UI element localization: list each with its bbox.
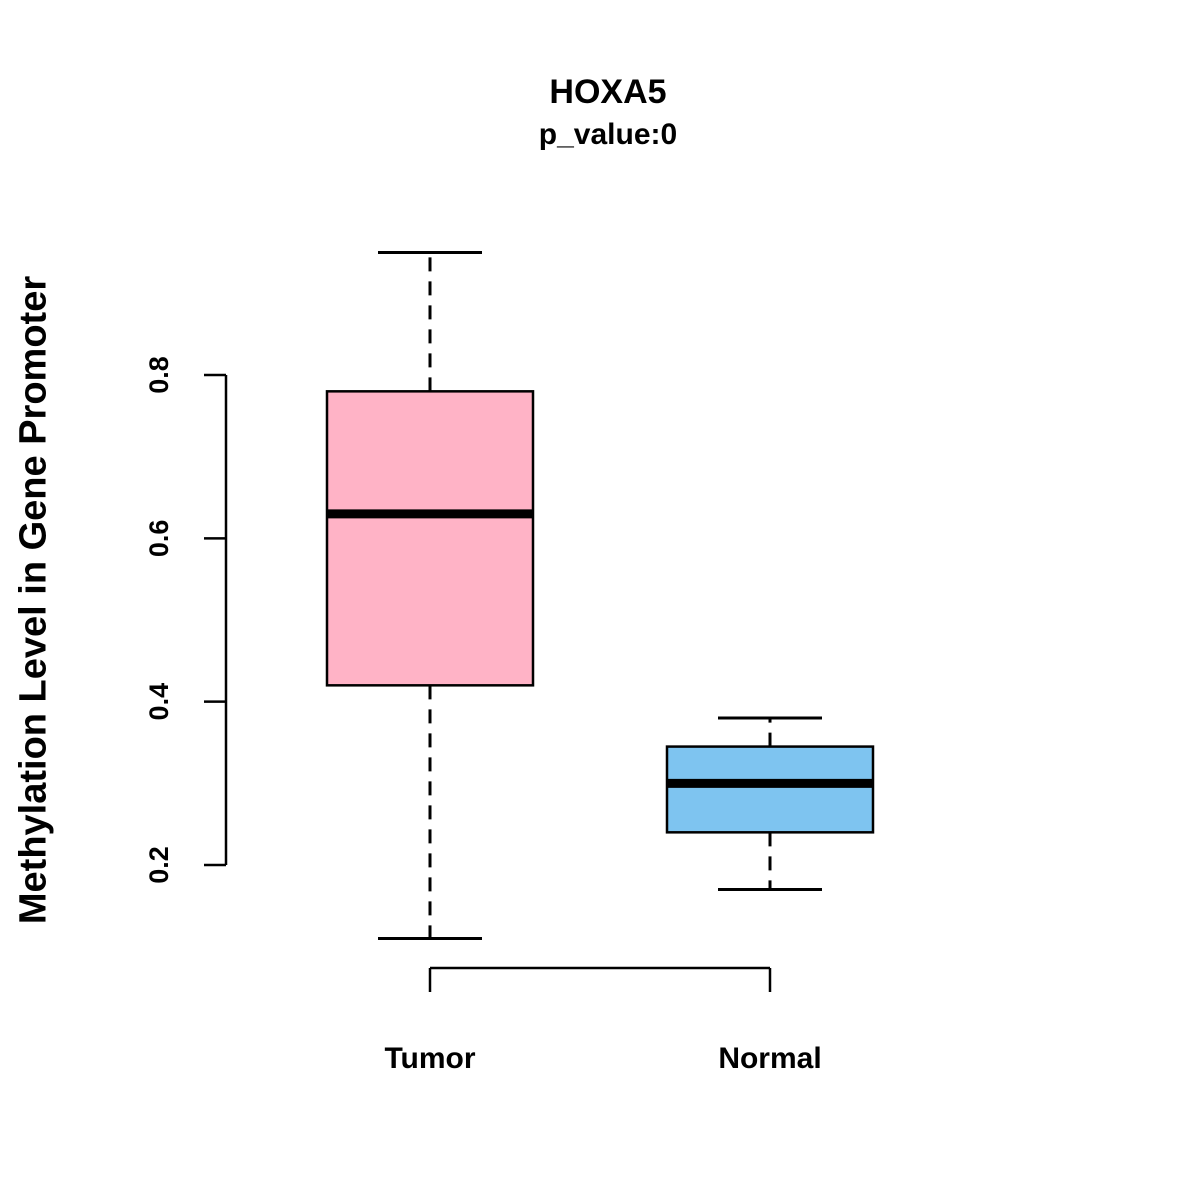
y-tick-label: 0.8 bbox=[144, 356, 174, 394]
y-tick-label: 0.4 bbox=[144, 683, 174, 721]
y-axis-label: Methylation Level in Gene Promoter bbox=[12, 275, 55, 925]
chart-title: HOXA5 bbox=[549, 73, 667, 111]
normal-box bbox=[665, 745, 875, 834]
category-label-normal: Normal bbox=[718, 1042, 821, 1075]
chart-subtitle: p_value:0 bbox=[538, 118, 678, 151]
y-tick-label: 0.2 bbox=[144, 846, 174, 884]
tumor-box bbox=[325, 390, 535, 687]
category-label-tumor: Tumor bbox=[384, 1042, 475, 1075]
y-tick-label: 0.6 bbox=[144, 520, 174, 558]
